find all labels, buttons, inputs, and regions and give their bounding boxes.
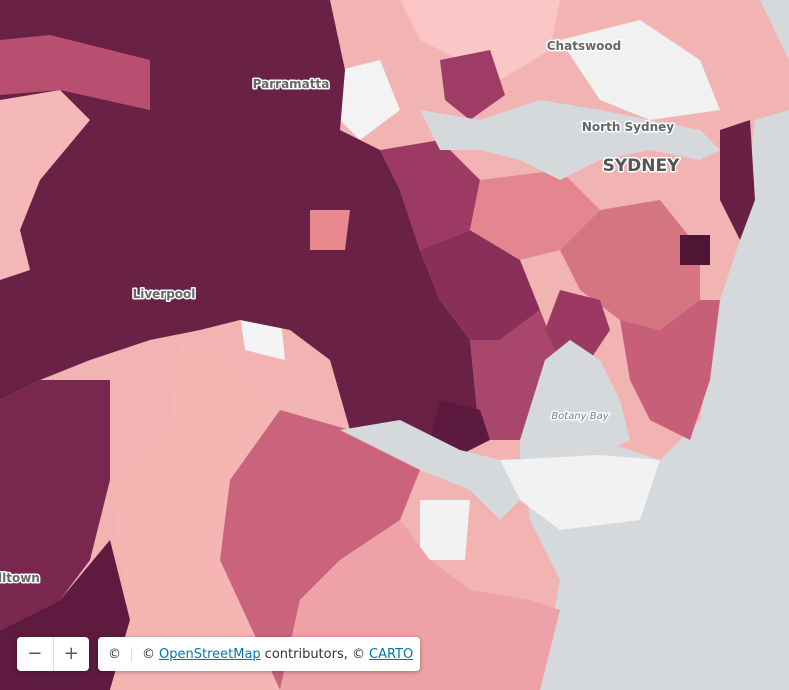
region-mid [545, 290, 610, 360]
water-label: Botany Bay [551, 411, 609, 422]
place-label: North Sydney [582, 120, 674, 134]
unshaded-area [340, 60, 400, 140]
zoom-out-button[interactable]: − [27, 643, 43, 664]
attribution: © © OpenStreetMap contributors, © CARTO [98, 637, 420, 671]
bay [520, 340, 630, 460]
region-dark [420, 230, 540, 340]
place-label: Liverpool [133, 287, 196, 301]
region-dark [720, 120, 755, 240]
region-dark [680, 235, 710, 265]
osm-link[interactable]: OpenStreetMap [159, 646, 261, 662]
harbour [420, 100, 720, 180]
zoom-control: − + [17, 637, 89, 671]
carto-link[interactable]: CARTO [369, 646, 414, 662]
region-mid [380, 140, 480, 250]
region-light [310, 210, 350, 250]
river [340, 420, 520, 520]
place-label: Chatswood [547, 39, 622, 53]
unshaded-area [560, 20, 720, 120]
attribution-text: contributors, © [264, 646, 365, 662]
unshaded-area [500, 455, 660, 530]
region-mid [0, 35, 150, 110]
region-light [470, 170, 600, 260]
region-mid [220, 410, 420, 690]
region-light [110, 340, 280, 690]
region-dark [0, 380, 110, 630]
attribution-prefix: © [142, 646, 155, 662]
zoom-in-button[interactable]: + [52, 637, 90, 671]
place-label: SYDNEY [603, 156, 681, 176]
place-label: Parramatta [253, 77, 330, 91]
attribution-icon[interactable]: © [98, 646, 132, 662]
region-dark [0, 0, 480, 450]
region-light [400, 0, 560, 80]
region-mid [560, 200, 700, 330]
region-light [0, 90, 90, 280]
region-mid [440, 50, 505, 120]
unshaded-area [420, 500, 470, 560]
region-dark [430, 400, 490, 455]
region-mid [620, 300, 720, 440]
place-label: lltown [0, 571, 40, 585]
